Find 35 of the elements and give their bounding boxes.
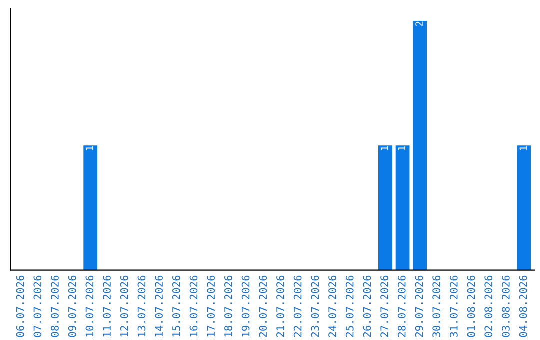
x-tick-label: 23.07.2026 — [311, 276, 320, 338]
x-tick-label: 11.07.2026 — [103, 276, 111, 337]
x-tick-label: 07.07.2026 — [34, 276, 42, 338]
x-tick-label: 02.08.2026 — [484, 276, 493, 338]
x-tick-label: 19.07.2026 — [242, 276, 250, 337]
data-label: 1 — [86, 146, 94, 150]
x-tick-label: 31.07.2026 — [450, 276, 458, 338]
x-tick-label: 09.07.2026 — [68, 276, 76, 338]
x-tick-label: 25.07.2026 — [346, 276, 354, 338]
x-tick-label: 14.07.2026 — [155, 276, 164, 337]
x-tick-label: 28.07.2026 — [398, 276, 406, 338]
x-tick-label: 22.07.2026 — [294, 276, 302, 338]
x-tick-label: 27.07.2026 — [380, 276, 388, 338]
x-tick-label: 03.08.2026 — [502, 276, 510, 338]
x-tick-label: 01.08.2026 — [467, 276, 476, 338]
x-tick-label: 04.08.2026 — [519, 276, 528, 338]
x-tick-label: 12.07.2026 — [120, 276, 128, 337]
x-tick-label: 06.07.2026 — [16, 276, 24, 338]
x-tick-label: 30.07.2026 — [432, 276, 441, 338]
data-label: 1 — [398, 146, 406, 150]
x-tick-label: 15.07.2026 — [172, 276, 180, 337]
x-tick-label: 20.07.2026 — [259, 276, 268, 338]
x-tick-label: 08.07.2026 — [51, 276, 59, 338]
x-tick-label: 29.07.2026 — [415, 276, 424, 338]
data-label: 1 — [520, 146, 527, 150]
x-tick-label: 13.07.2026 — [138, 276, 146, 337]
x-tick-label: 21.07.2026 — [276, 276, 284, 338]
x-tick-label: 18.07.2026 — [224, 276, 232, 337]
data-label: 1 — [381, 146, 388, 150]
x-tick-label: 16.07.2026 — [190, 276, 198, 337]
data-label: 2 — [416, 22, 423, 26]
x-tick-label: 26.07.2026 — [363, 276, 372, 338]
x-tick-label: 24.07.2026 — [328, 276, 336, 338]
x-tick-label: 17.07.2026 — [207, 276, 216, 337]
x-tick-label: 10.07.2026 — [86, 276, 94, 337]
